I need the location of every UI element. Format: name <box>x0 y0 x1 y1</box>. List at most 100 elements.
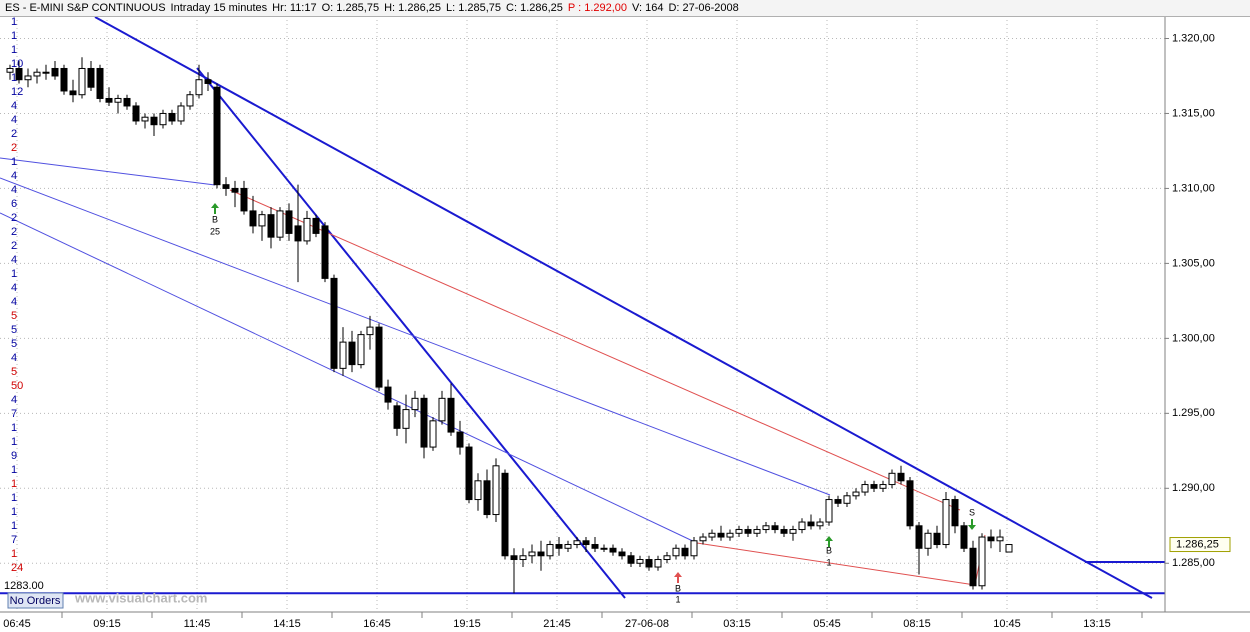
y-tick-label: 1.285,00 <box>1172 557 1215 569</box>
left-label: 5 <box>11 324 17 336</box>
candle-body <box>591 544 599 549</box>
candle-body <box>123 97 131 107</box>
candle-body <box>276 210 284 238</box>
left-label: 1 <box>11 520 17 532</box>
left-label: 7 <box>11 408 17 420</box>
left-label: 5 <box>11 310 17 322</box>
candle-body <box>312 217 320 234</box>
x-tick-label: 19:15 <box>453 618 481 630</box>
left-label: 2 <box>11 128 17 140</box>
candle-body <box>915 525 923 549</box>
candle-body <box>627 555 635 564</box>
candle-body <box>483 480 491 516</box>
candle-body <box>717 532 725 538</box>
candle-body <box>762 525 770 531</box>
candle-body <box>231 187 239 193</box>
candle-body <box>573 540 581 546</box>
last-price-box <box>1169 537 1231 553</box>
candle-body <box>411 397 419 411</box>
trend-line <box>196 67 626 599</box>
left-label: 2 <box>11 212 17 224</box>
trend-line <box>0 212 698 544</box>
candle-body <box>690 540 698 557</box>
candle-body <box>393 405 401 429</box>
candles <box>6 57 1013 594</box>
orders-box[interactable] <box>7 592 64 609</box>
header-item: H: 1.286,25 <box>384 2 441 14</box>
left-label: 4 <box>11 170 17 182</box>
plot-area <box>0 16 1165 612</box>
candle-body <box>510 555 518 561</box>
candle-body <box>429 420 437 448</box>
left-label: 5 <box>11 338 17 350</box>
header-item: L: 1.285,75 <box>445 2 502 14</box>
left-label: 10 <box>11 58 23 70</box>
candle-body <box>204 79 212 84</box>
header-item: C: 1.286,25 <box>506 2 563 14</box>
left-label: 1 <box>11 436 17 448</box>
x-tick-label: 06:45 <box>3 618 31 630</box>
candle-body <box>870 484 878 489</box>
x-tick-label: 09:15 <box>93 618 121 630</box>
candle-body <box>366 326 374 336</box>
trend-line <box>696 542 976 586</box>
trend-line <box>0 157 216 186</box>
candle-body <box>978 536 986 587</box>
candle-body <box>987 536 995 542</box>
candle-body <box>636 559 644 564</box>
candle-body <box>672 547 680 557</box>
candle-body <box>195 79 203 96</box>
candle-body <box>888 472 896 486</box>
candle-body <box>249 210 257 227</box>
left-label: 2 <box>11 240 17 252</box>
candle-body <box>843 495 851 504</box>
left-label: 1 <box>11 464 17 476</box>
candle-body <box>321 225 329 279</box>
candle-body <box>663 555 671 561</box>
candle-body <box>600 547 608 550</box>
signals: B 25 B 1 B 1 S <box>210 203 976 604</box>
candle-body <box>807 521 815 527</box>
candle-body <box>69 90 77 96</box>
left-label: 1 <box>11 506 17 518</box>
candle-body <box>969 547 977 587</box>
candle-body <box>465 446 473 501</box>
candle-body <box>951 499 959 527</box>
left-label: 1 <box>11 268 17 280</box>
candle-body <box>555 544 563 549</box>
candle-body <box>501 472 509 557</box>
x-tick-label: 27-06-08 <box>625 618 669 630</box>
left-label: 1 <box>11 478 17 490</box>
signal-label: S <box>969 507 975 517</box>
candle-body <box>753 529 761 534</box>
orders-text[interactable]: No Orders <box>10 595 61 607</box>
candle-body <box>816 521 824 527</box>
signal-label: B <box>675 583 681 593</box>
candle-body <box>825 499 833 523</box>
header-item: ES - E-MINI S&P CONTINUOUS <box>5 2 166 14</box>
candle-body <box>996 536 1004 542</box>
left-label: 2 <box>11 226 17 238</box>
header-item: O: 1.285,75 <box>321 2 380 14</box>
header-item: Hr: 11:17 <box>272 2 317 14</box>
header-item: V: 164 <box>632 2 664 14</box>
candle-body <box>618 551 626 557</box>
left-label: 1 <box>11 44 17 56</box>
y-tick-label: 1.305,00 <box>1172 257 1215 269</box>
x-tick-label: 16:45 <box>363 618 391 630</box>
x-tick-label: 05:45 <box>813 618 841 630</box>
candle-body <box>330 277 338 369</box>
candle-body <box>240 187 248 212</box>
candle-body <box>60 67 68 92</box>
y-tick-label: 1.310,00 <box>1172 182 1215 194</box>
x-tick-label: 03:15 <box>723 618 751 630</box>
signal-qty: 25 <box>210 226 220 236</box>
candle-body <box>708 532 716 538</box>
candle-body <box>447 397 455 433</box>
left-label: 12 <box>11 86 23 98</box>
candle-body <box>960 525 968 549</box>
candle-body <box>105 97 113 103</box>
candle-body <box>474 480 482 501</box>
candle-body <box>897 472 905 482</box>
